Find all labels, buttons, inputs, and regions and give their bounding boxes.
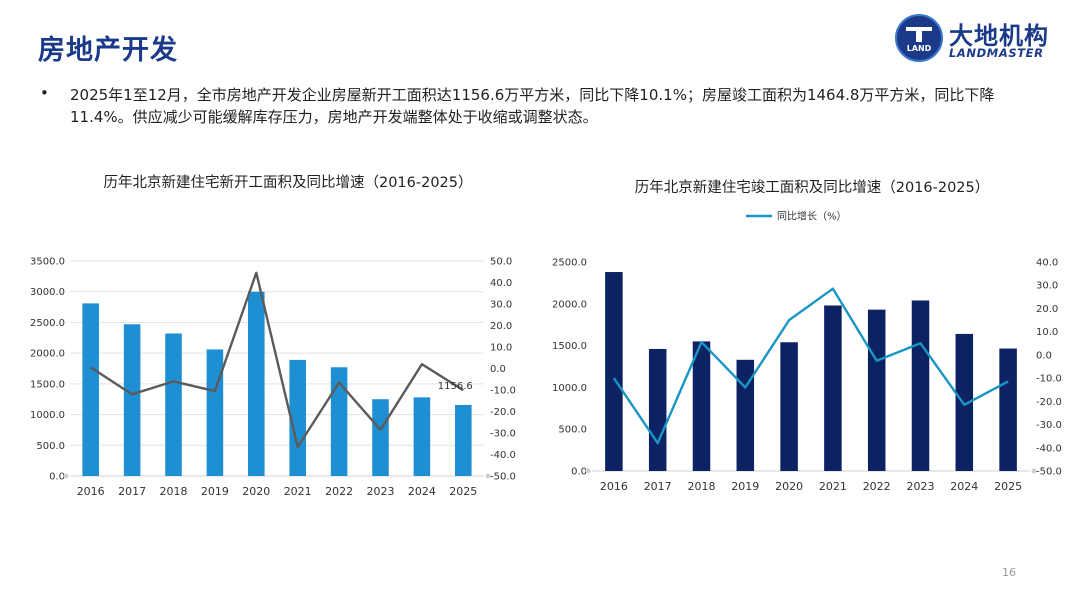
- chart2-x-tick: 2022: [863, 480, 891, 493]
- chart1-x-tick: 2022: [325, 485, 353, 498]
- logo-name-cn: 大地机构: [949, 22, 1049, 50]
- chart1-axis-marker: [63, 473, 69, 479]
- chart2-y2-tick: 40.0: [1036, 258, 1058, 269]
- chart2-x-tick: 2024: [950, 480, 978, 493]
- chart2-y-tick: 0.0: [571, 467, 587, 478]
- chart1-data-label: 1156.6: [438, 381, 473, 392]
- chart2-y-tick: 2500.0: [552, 258, 587, 269]
- chart2-y2-tick: -10.0: [1036, 374, 1062, 385]
- chart2-x-tick: 2016: [600, 480, 628, 493]
- chart1-growth-line: [90, 271, 464, 449]
- chart2-y2-tick: 30.0: [1036, 281, 1058, 292]
- chart1-bar: [455, 404, 472, 476]
- chart1-x-tick: 2023: [367, 485, 395, 498]
- completion-chart: 历年北京新建住宅竣工面积及同比增速（2016-2025） 0.0 500.0 1000…: [552, 179, 1062, 493]
- chart2-axis-marker: [1031, 468, 1037, 474]
- chart1-y2-tick: 40.0: [490, 278, 512, 289]
- chart2-legend-label: 同比增长（%）: [777, 210, 847, 223]
- chart1-y2-tick: -50.0: [490, 472, 516, 483]
- chart1-bar: [289, 359, 306, 476]
- chart1-y2-tick: 10.0: [490, 343, 512, 354]
- chart2-x-tick: 2023: [907, 480, 935, 493]
- chart1-x-tick: 2018: [160, 485, 188, 498]
- chart2-bar: [605, 272, 623, 471]
- chart1-y2-tick: 0.0: [490, 364, 506, 375]
- chart1-y2-tick: -10.0: [490, 386, 516, 397]
- chart1-x-tick: 2017: [118, 485, 146, 498]
- chart1-y2-tick: 50.0: [490, 257, 512, 268]
- chart2-bar: [692, 341, 711, 471]
- chart1-y2-tick: -20.0: [490, 407, 516, 418]
- chart2-growth-line: [612, 287, 1009, 445]
- chart2-x-tick: 2018: [688, 480, 716, 493]
- chart2-y2-tick: -20.0: [1036, 397, 1062, 408]
- logo-mark-text: LAND: [907, 44, 932, 53]
- chart1-y2-tick: 20.0: [490, 321, 512, 332]
- chart2-y-tick: 500.0: [558, 425, 587, 436]
- chart1-x-tick: 2025: [449, 485, 477, 498]
- chart1-y-tick: 2000.0: [30, 349, 65, 360]
- chart1-y-tick: 2500.0: [30, 318, 65, 329]
- chart2-x-tick: 2019: [731, 480, 759, 493]
- chart1-bar: [123, 324, 141, 476]
- new-construction-chart: 历年北京新建住宅新开工面积及同比增速（2016-2025） 0.0 500.0 100…: [30, 174, 516, 498]
- chart1-y-tick: 1500.0: [30, 379, 65, 390]
- page-title: 房地产开发: [38, 35, 178, 66]
- chart1-y-tick: 1000.0: [30, 410, 65, 421]
- chart2-y2-tick: 20.0: [1036, 304, 1058, 315]
- chart2-title: 历年北京新建住宅竣工面积及同比增速（2016-2025）: [635, 179, 990, 196]
- chart1-title: 历年北京新建住宅新开工面积及同比增速（2016-2025）: [103, 174, 472, 191]
- chart2-bar: [780, 342, 798, 471]
- chart1-x-tick: 2020: [242, 485, 270, 498]
- chart1-y-tick: 3000.0: [30, 287, 65, 298]
- chart2-y2-tick: -50.0: [1036, 467, 1062, 478]
- chart1-bar: [330, 367, 348, 476]
- chart2-y2-tick: 10.0: [1036, 327, 1058, 338]
- landmaster-logo-icon: LAND: [895, 14, 943, 62]
- company-logo: LAND 大地机构 LANDMASTER: [895, 14, 1070, 66]
- logo-name-en: LANDMASTER: [949, 46, 1044, 60]
- chart2-bar: [999, 348, 1017, 471]
- chart1-y-tick: 500.0: [36, 441, 65, 452]
- chart2-x-tick: 2025: [994, 480, 1022, 493]
- chart2-bar: [736, 359, 755, 471]
- chart2-x-tick: 2017: [644, 480, 672, 493]
- chart1-x-tick: 2016: [77, 485, 105, 498]
- summary-text: 2025年1至12月，全市房地产开发企业房屋新开工面积达1156.6万平方米，同…: [70, 86, 995, 126]
- chart2-bar: [911, 300, 930, 471]
- chart2-bar: [955, 333, 974, 471]
- chart1-bar: [372, 399, 389, 476]
- chart2-y2-tick: -30.0: [1036, 420, 1062, 431]
- chart1-bar: [206, 349, 224, 476]
- chart1-x-tick: 2024: [408, 485, 436, 498]
- chart1-x-tick: 2021: [284, 485, 312, 498]
- chart1-y2-tick: 30.0: [490, 300, 512, 311]
- chart1-y2-tick: -30.0: [490, 429, 516, 440]
- chart2-y-tick: 1000.0: [552, 383, 587, 394]
- chart1-bar: [248, 291, 265, 476]
- chart2-y2-tick: -40.0: [1036, 443, 1062, 454]
- chart1-axis-marker: [485, 473, 491, 479]
- chart1-bar: [82, 303, 99, 476]
- chart2-y2-tick: 0.0: [1036, 350, 1052, 361]
- chart1-y-tick: 3500.0: [30, 257, 65, 268]
- chart1-bar: [413, 397, 431, 476]
- chart2-y-tick: 2000.0: [552, 299, 587, 310]
- chart2-bar: [867, 309, 886, 471]
- chart1-bar: [165, 333, 182, 476]
- bullet-dot: •: [40, 84, 49, 102]
- page-number: 16: [1002, 566, 1016, 579]
- chart2-y-tick: 1500.0: [552, 341, 587, 352]
- chart1-y-tick: 0.0: [49, 472, 65, 483]
- chart2-x-tick: 2021: [819, 480, 847, 493]
- chart2-x-tick: 2020: [775, 480, 803, 493]
- chart2-bar: [648, 348, 667, 471]
- chart2-axis-marker: [585, 468, 591, 474]
- chart1-x-tick: 2019: [201, 485, 229, 498]
- chart1-y2-tick: -40.0: [490, 450, 516, 461]
- chart2-bar: [824, 305, 842, 471]
